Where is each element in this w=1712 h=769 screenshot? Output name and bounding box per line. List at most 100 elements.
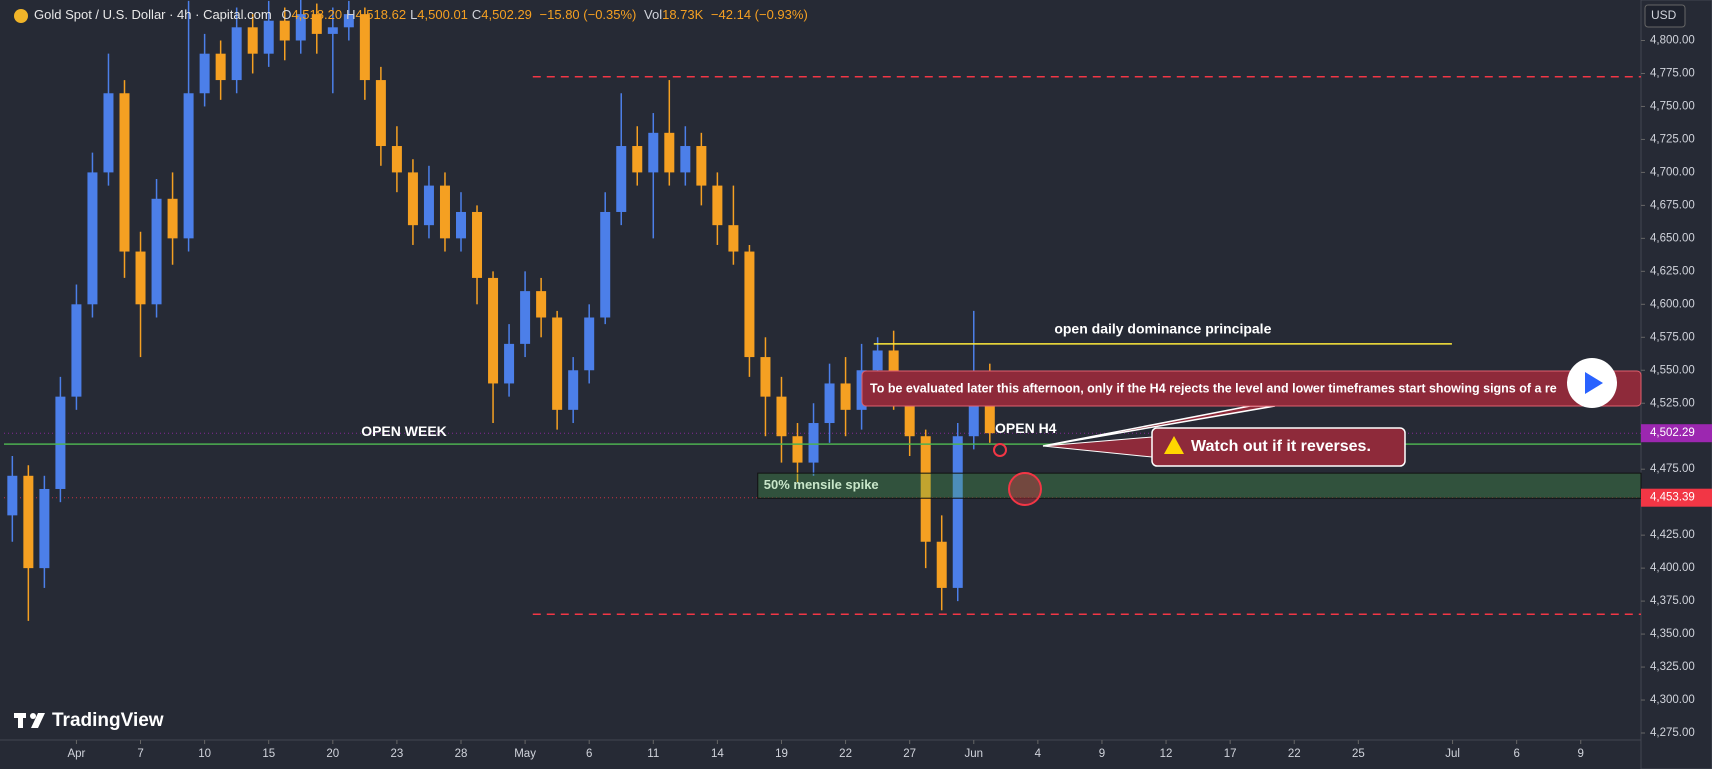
watermark: TradingView [14, 710, 164, 731]
open-week-label: OPEN WEEK [361, 423, 447, 439]
candle-body [247, 27, 258, 54]
y-tick-label: 4,575.00 [1650, 331, 1695, 343]
candle-body [984, 383, 995, 434]
candle-body [327, 27, 338, 34]
x-tick-label: 20 [326, 748, 339, 760]
candle-body [295, 14, 306, 41]
candle-body [167, 198, 178, 239]
y-tick-label: 4,750.00 [1650, 100, 1695, 112]
x-tick-label: 22 [1288, 748, 1301, 760]
quote-label: C [471, 7, 482, 22]
warning-icon [1164, 436, 1184, 454]
x-tick-label: 9 [1578, 748, 1584, 760]
legend: Gold Spot / U.S. Dollar · 4h · Capital.c… [34, 7, 812, 22]
x-tick-label: May [514, 748, 536, 760]
candle-body [872, 350, 883, 371]
candle-body [536, 291, 547, 318]
y-tick-label: 4,375.00 [1650, 595, 1695, 607]
candle-body [888, 350, 899, 384]
candle-body [712, 185, 723, 226]
candle-body [504, 343, 515, 384]
y-tick-label: 4,700.00 [1650, 166, 1695, 178]
candle-body [936, 541, 947, 588]
candle-body [568, 370, 579, 410]
candle-body [696, 146, 707, 186]
candle-body [472, 211, 483, 278]
x-tick-label: 22 [839, 748, 852, 760]
candle-body [760, 357, 771, 397]
candle-body [728, 225, 739, 252]
candle-body [616, 146, 627, 212]
candle-body [824, 383, 835, 424]
y-tick-label: 4,350.00 [1650, 628, 1695, 640]
y-tick-label: 4,625.00 [1650, 265, 1695, 277]
symbol-title: Gold Spot / U.S. Dollar · 4h · Capital.c… [34, 7, 272, 22]
candle-body [664, 132, 675, 173]
x-tick-label: Jun [964, 748, 983, 760]
candle-body [952, 436, 963, 588]
note-box [861, 370, 1642, 407]
y-tick-label: 4,550.00 [1650, 364, 1695, 376]
candle-body [23, 475, 34, 569]
x-tick-label: 27 [903, 748, 916, 760]
x-tick-label: 15 [262, 748, 275, 760]
volume-label: Vol [644, 7, 663, 22]
price-axis [1640, 0, 1712, 769]
marker-circle [1008, 472, 1042, 506]
y-tick-label: 4,725.00 [1650, 133, 1695, 145]
y-tick-label: 4,400.00 [1650, 562, 1695, 574]
candle-body [119, 93, 130, 252]
y-tick-label: 4,475.00 [1650, 463, 1695, 475]
quote-value: 4,500.01 [417, 7, 468, 22]
candle-body [680, 146, 691, 173]
x-tick-label: Apr [67, 748, 85, 760]
logo [31, 713, 45, 728]
y-tick-label: 4,275.00 [1650, 727, 1695, 739]
x-tick-label: Jul [1445, 748, 1460, 760]
candle-body [151, 198, 162, 305]
candle-body [552, 317, 563, 410]
candle-body [520, 291, 531, 344]
candle-body [343, 14, 354, 28]
x-tick-label: 19 [775, 748, 788, 760]
candle-body [135, 251, 146, 305]
change: −15.80 (−0.35%) [539, 7, 637, 22]
candle-body [488, 277, 499, 384]
x-tick-label: 11 [647, 748, 659, 760]
quote: O4,518.20 H4,518.62 L4,500.01 C4,502.29 [281, 7, 536, 22]
logo [30, 713, 36, 719]
price-label: 4,453.39 [1650, 492, 1695, 504]
zone [757, 472, 1642, 499]
candle-body [231, 27, 242, 81]
currency: USD [1651, 8, 1677, 22]
candle-body [776, 396, 787, 437]
volume: 18.73K [662, 7, 704, 22]
volume-change: −42.14 (−0.93%) [710, 7, 808, 22]
x-tick-label: 10 [198, 748, 211, 760]
note-text: To be evaluated later this afternoon, on… [870, 381, 1557, 395]
candle-body [792, 436, 803, 463]
price-label-bg [1641, 488, 1712, 507]
candle-body [311, 14, 322, 34]
watermark-text: TradingView [52, 710, 164, 731]
candle-body [648, 132, 659, 173]
y-tick-label: 4,600.00 [1650, 298, 1695, 310]
candle-body [808, 423, 819, 463]
candle-body [87, 172, 98, 305]
x-tick-label: 14 [711, 748, 724, 760]
y-tick-label: 4,650.00 [1650, 232, 1695, 244]
quote-label: H [346, 7, 356, 22]
x-tick-label: 28 [455, 748, 468, 760]
candle-body [920, 436, 931, 542]
y-tick-label: 4,525.00 [1650, 397, 1695, 409]
candle-body [840, 383, 851, 410]
x-tick-label: 7 [137, 748, 143, 760]
logo [18, 713, 23, 728]
y-tick-label: 4,775.00 [1650, 68, 1695, 80]
quote-value: 4,518.20 [291, 7, 343, 22]
x-tick-label: 6 [1513, 748, 1519, 760]
candle-body [263, 20, 274, 54]
price-label-bg [1641, 424, 1712, 443]
y-tick-label: 4,325.00 [1650, 661, 1695, 673]
candle-body [375, 80, 386, 147]
